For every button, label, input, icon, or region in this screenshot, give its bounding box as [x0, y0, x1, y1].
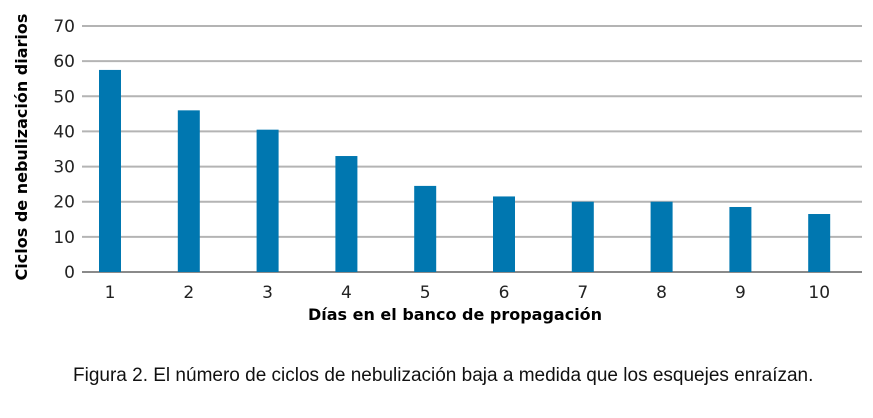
bar-day-7 — [571, 201, 594, 272]
x-tick-label: 7 — [577, 283, 588, 303]
y-tick-label: 30 — [53, 158, 75, 178]
bars — [99, 69, 831, 272]
y-tick-label: 10 — [53, 228, 75, 248]
gridlines — [82, 25, 862, 273]
bar-day-6 — [493, 196, 515, 272]
x-tick-label: 9 — [735, 283, 746, 303]
x-tick-label: 10 — [808, 283, 830, 303]
y-tick-label: 50 — [53, 87, 75, 107]
x-tick-label: 4 — [341, 283, 352, 303]
x-tick-labels: 1 2 3 4 5 6 7 8 9 10 — [105, 283, 830, 303]
y-axis-title: Ciclos de nebulización diarios — [12, 14, 31, 281]
bar-day-9 — [729, 206, 752, 272]
bar-day-10 — [808, 214, 831, 272]
x-tick-label: 8 — [656, 283, 667, 303]
figure-caption: Figura 2. El número de ciclos de nebuliz… — [73, 365, 814, 386]
x-tick-label: 1 — [105, 283, 116, 303]
y-tick-label: 0 — [64, 263, 75, 283]
y-tick-label: 20 — [53, 193, 75, 213]
x-tick-label: 2 — [183, 283, 194, 303]
y-tick-label: 60 — [53, 52, 75, 72]
x-tick-label: 5 — [420, 283, 431, 303]
y-tick-label: 40 — [53, 122, 75, 142]
bar-chart: 0 10 20 30 40 50 60 70 1 2 3 4 5 6 7 8 9 10 Días en el b… — [12, 14, 862, 324]
y-tick-label: 70 — [53, 17, 75, 37]
x-tick-label: 6 — [499, 283, 510, 303]
bar-day-2 — [177, 110, 200, 272]
bar-day-3 — [256, 129, 279, 272]
bar-day-4 — [335, 156, 358, 272]
bar-day-5 — [414, 185, 437, 272]
x-axis-title: Días en el banco de propagación — [308, 305, 602, 324]
x-tick-label: 3 — [262, 283, 273, 303]
bar-day-1 — [99, 69, 121, 272]
y-tick-labels: 0 10 20 30 40 50 60 70 — [53, 17, 75, 283]
bar-day-8 — [650, 201, 673, 272]
